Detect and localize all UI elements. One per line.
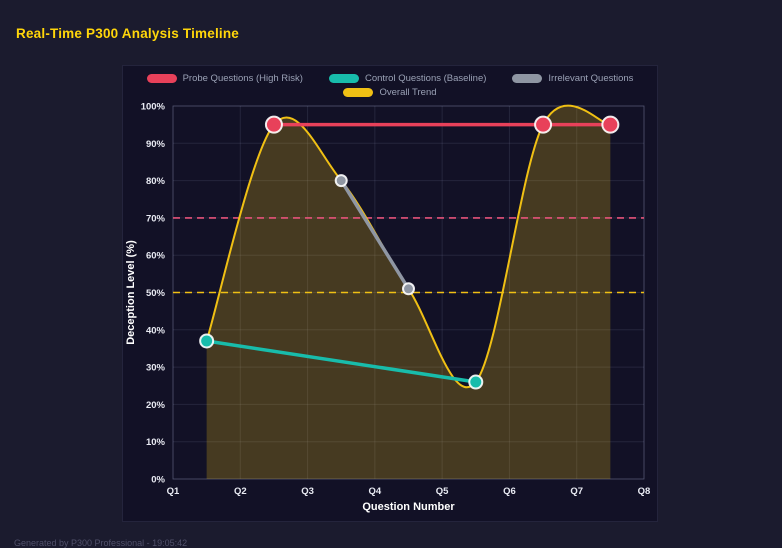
y-tick-label: 40% [146,325,166,336]
x-tick-label: Q1 [167,486,180,497]
chart-panel: Probe Questions (High Risk) Control Ques… [122,65,658,522]
y-tick-label: 0% [151,475,165,486]
x-tick-label: Q5 [436,486,449,497]
x-tick-label: Q7 [570,486,583,497]
series-marker-2 [334,174,348,188]
y-tick-label: 30% [146,363,166,374]
legend-item-overall-trend[interactable]: Overall Trend [343,87,437,98]
legend-label-probe: Probe Questions (High Risk) [182,73,303,84]
legend-swatch-irrelevant [512,74,543,83]
legend-swatch-control [328,74,359,83]
x-tick-label: Q4 [369,486,382,497]
legend-label-irrelevant: Irrelevant Questions [548,73,634,84]
y-tick-label: 60% [146,251,166,262]
y-tick-label: 10% [146,437,166,448]
y-tick-label: 50% [146,288,166,299]
series-line-1 [204,339,478,384]
legend-swatch-probe [146,74,177,83]
legend-row-1: Probe Questions (High Risk) Control Ques… [123,73,657,84]
chart-legend: Probe Questions (High Risk) Control Ques… [123,66,657,101]
series-marker-1 [199,333,215,349]
y-tick-label: 80% [146,176,166,187]
x-tick-label: Q8 [638,486,651,497]
y-tick-label: 100% [141,102,166,113]
series-marker-2 [402,282,415,296]
legend-label-trend: Overall Trend [379,87,437,98]
series-line-2 [339,178,411,291]
legend-item-irrelevant-questions[interactable]: Irrelevant Questions [512,73,633,84]
legend-row-2: Overall Trend [123,87,657,98]
page-title: Real-Time P300 Analysis Timeline [16,26,240,41]
series-marker-1 [468,374,484,390]
y-tick-label: 90% [146,139,166,150]
legend-item-probe-questions[interactable]: Probe Questions (High Risk) [146,73,303,84]
x-tick-label: Q6 [503,486,516,497]
y-tick-label: 20% [146,400,166,411]
x-tick-label: Q3 [301,486,314,497]
y-tick-label: 70% [146,213,166,224]
series-marker-0 [264,115,283,134]
y-axis-title: Deception Level (%) [125,240,137,345]
legend-swatch-trend [343,88,374,97]
chart-svg: Q1 Q2 Q3 Q4 Q5 Q6 Q7 Q8 0% 10% 20% 30% 40% 50% 60% 70% 8… [125,102,651,514]
series-marker-0 [601,115,620,134]
series-marker-0 [534,115,553,134]
footer-text: Generated by P300 Professional - 19:05:4… [14,538,188,548]
x-tick-label: Q2 [234,486,247,497]
legend-label-control: Control Questions (Baseline) [364,73,487,84]
x-axis-title: Question Number [362,501,455,513]
legend-item-control-questions[interactable]: Control Questions (Baseline) [328,73,487,84]
